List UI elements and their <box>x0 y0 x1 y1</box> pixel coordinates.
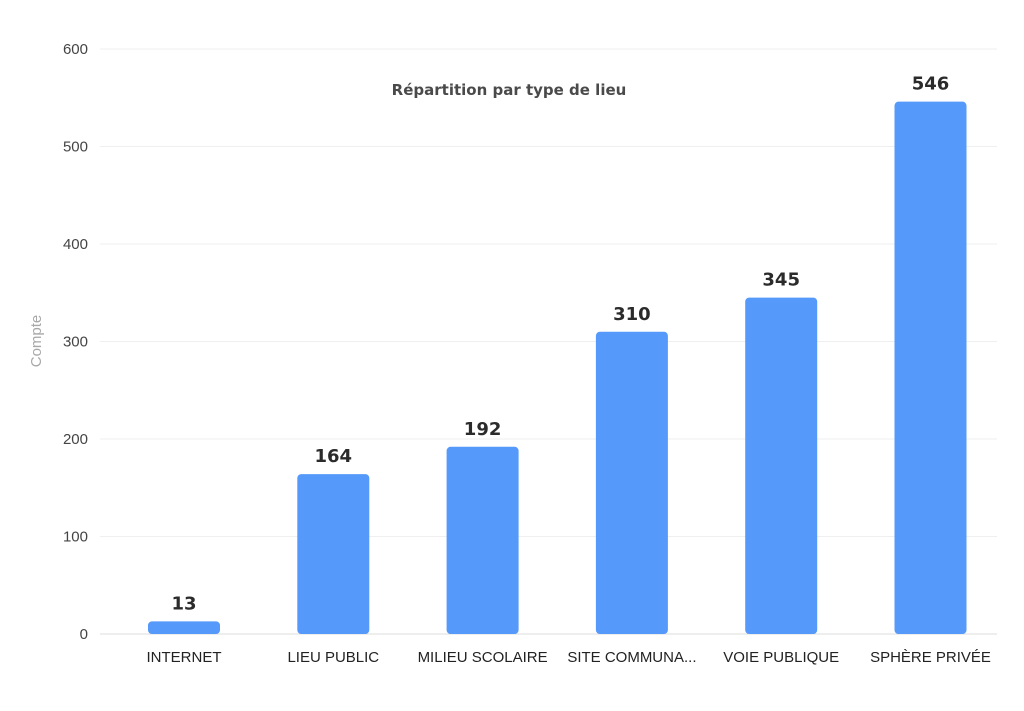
x-tick-label: VOIE PUBLIQUE <box>723 649 839 666</box>
y-tick-label: 400 <box>63 236 88 253</box>
bar-value-label: 192 <box>464 419 502 440</box>
y-axis-title: Compte <box>28 315 45 368</box>
bar[interactable] <box>894 101 967 634</box>
labels-layer: 0 100 200 300 400 500 600 13 INTERNET 164 LIEU PUB… <box>63 41 991 666</box>
bars-layer <box>148 101 967 634</box>
y-tick-label: 200 <box>63 431 88 448</box>
bar[interactable] <box>148 621 220 634</box>
bar[interactable] <box>595 331 668 634</box>
x-tick-label: LIEU PUBLIC <box>287 649 379 666</box>
x-tick-label: SPHÈRE PRIVÉE <box>870 649 991 666</box>
x-tick-label: SITE COMMUNA... <box>567 649 696 666</box>
y-tick-label: 600 <box>63 41 88 58</box>
y-tick-label: 0 <box>80 626 88 643</box>
bar[interactable] <box>297 474 370 634</box>
bar-value-label: 345 <box>762 270 800 291</box>
grid-layer <box>100 48 997 635</box>
y-tick-label: 300 <box>63 334 88 351</box>
y-tick-label: 500 <box>63 139 88 156</box>
x-tick-label: INTERNET <box>147 649 222 666</box>
bar[interactable] <box>446 446 519 634</box>
y-tick-label: 100 <box>63 529 88 546</box>
bar-value-label: 310 <box>613 304 651 325</box>
bar-value-label: 164 <box>315 446 353 467</box>
bar-value-label: 546 <box>912 74 950 95</box>
chart-title: Répartition par type de lieu <box>392 81 627 99</box>
bar[interactable] <box>745 297 818 634</box>
bar-value-label: 13 <box>171 593 196 614</box>
x-tick-label: MILIEU SCOLAIRE <box>418 649 548 666</box>
